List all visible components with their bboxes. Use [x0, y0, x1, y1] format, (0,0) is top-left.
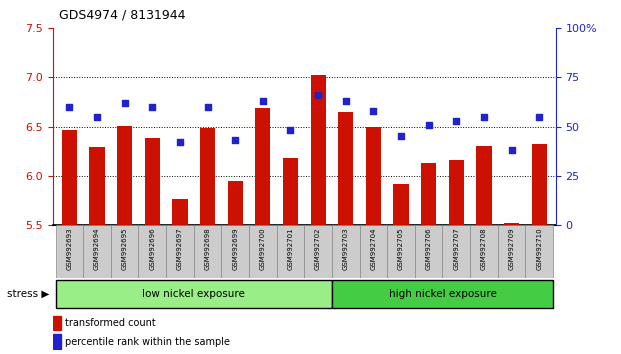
Point	[479, 114, 489, 120]
Bar	[449, 160, 464, 225]
Text: GSM992702: GSM992702	[315, 227, 321, 270]
Bar	[221, 225, 249, 278]
Bar	[172, 199, 188, 225]
Point	[202, 104, 212, 110]
Text: GSM992707: GSM992707	[453, 227, 460, 270]
Bar	[532, 144, 547, 225]
Bar	[200, 127, 215, 225]
Point	[230, 137, 240, 143]
Text: GSM992703: GSM992703	[343, 227, 349, 270]
Text: GSM992696: GSM992696	[149, 227, 155, 270]
Text: stress ▶: stress ▶	[7, 289, 50, 299]
Bar	[470, 225, 498, 278]
Text: GSM992695: GSM992695	[122, 227, 128, 270]
Text: GSM992700: GSM992700	[260, 227, 266, 270]
Bar	[53, 316, 61, 330]
Bar	[338, 112, 353, 225]
Point	[368, 108, 378, 114]
Point	[92, 114, 102, 120]
Text: GSM992706: GSM992706	[425, 227, 432, 270]
Bar	[366, 126, 381, 225]
Bar	[61, 130, 77, 225]
Bar	[276, 225, 304, 278]
Point	[396, 133, 406, 139]
Text: GSM992697: GSM992697	[177, 227, 183, 270]
Bar	[388, 225, 415, 278]
Text: GSM992704: GSM992704	[370, 227, 376, 270]
Point	[147, 104, 157, 110]
Bar	[145, 138, 160, 225]
Bar	[89, 147, 104, 225]
Text: GSM992708: GSM992708	[481, 227, 487, 270]
Text: GSM992693: GSM992693	[66, 227, 73, 270]
Bar	[249, 225, 276, 278]
Text: high nickel exposure: high nickel exposure	[389, 289, 496, 299]
Bar	[332, 280, 553, 308]
Bar	[55, 225, 83, 278]
Bar	[476, 146, 492, 225]
Point	[286, 128, 296, 133]
Point	[507, 147, 517, 153]
Point	[175, 139, 185, 145]
Bar	[138, 225, 166, 278]
Bar	[394, 183, 409, 225]
Point	[65, 104, 75, 110]
Bar	[504, 223, 519, 225]
Text: GDS4974 / 8131944: GDS4974 / 8131944	[59, 8, 186, 21]
Bar	[304, 225, 332, 278]
Bar	[166, 225, 194, 278]
Bar	[421, 163, 437, 225]
Text: GSM992710: GSM992710	[536, 227, 542, 270]
Bar	[415, 225, 443, 278]
Point	[258, 98, 268, 104]
Text: GSM992705: GSM992705	[398, 227, 404, 270]
Bar	[55, 280, 332, 308]
Text: GSM992701: GSM992701	[288, 227, 294, 270]
Bar	[283, 158, 298, 225]
Bar	[117, 126, 132, 225]
Bar	[83, 225, 111, 278]
Point	[534, 114, 544, 120]
Bar	[194, 225, 221, 278]
Point	[341, 98, 351, 104]
Bar	[310, 75, 325, 225]
Text: GSM992709: GSM992709	[509, 227, 515, 270]
Text: transformed count: transformed count	[65, 318, 156, 328]
Bar	[443, 225, 470, 278]
Point	[451, 118, 461, 124]
Text: GSM992694: GSM992694	[94, 227, 100, 270]
Bar	[111, 225, 138, 278]
Text: low nickel exposure: low nickel exposure	[142, 289, 245, 299]
Text: percentile rank within the sample: percentile rank within the sample	[65, 337, 230, 347]
Bar	[498, 225, 525, 278]
Bar	[360, 225, 388, 278]
Point	[313, 92, 323, 98]
Bar	[227, 181, 243, 225]
Bar	[525, 225, 553, 278]
Text: GSM992699: GSM992699	[232, 227, 238, 270]
Bar	[332, 225, 360, 278]
Text: GSM992698: GSM992698	[204, 227, 211, 270]
Point	[424, 122, 433, 127]
Point	[120, 100, 130, 106]
Bar	[53, 335, 61, 349]
Bar	[255, 108, 270, 225]
